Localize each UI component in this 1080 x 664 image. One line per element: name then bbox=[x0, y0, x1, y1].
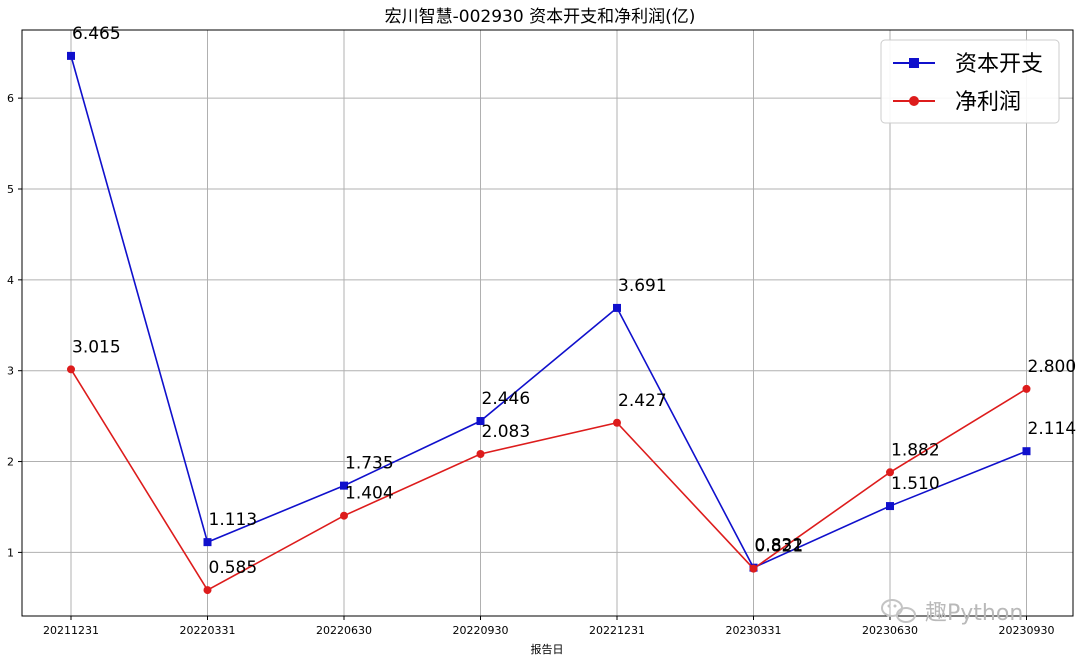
data-label-profit: 1.404 bbox=[345, 484, 394, 504]
data-label-capex: 1.510 bbox=[891, 474, 940, 494]
data-label-profit: 0.821 bbox=[755, 537, 804, 557]
data-label-capex: 6.465 bbox=[72, 24, 121, 44]
series-line-profit bbox=[70, 368, 1027, 592]
x-axis-label: 报告日 bbox=[531, 642, 564, 656]
point-profit bbox=[476, 450, 485, 459]
data-label-capex: 3.691 bbox=[618, 276, 667, 296]
x-tick-label: 20221231 bbox=[589, 624, 645, 637]
point-capex bbox=[340, 481, 348, 490]
point-profit bbox=[67, 365, 75, 374]
x-tick-label: 20230930 bbox=[999, 624, 1055, 637]
y-tick-label: 4 bbox=[7, 274, 14, 287]
point-capex bbox=[1022, 447, 1031, 456]
legend-label-capex: 资本开支 bbox=[955, 52, 1043, 77]
y-tick-label: 2 bbox=[7, 456, 14, 469]
series-layer bbox=[67, 51, 1031, 595]
data-label-capex: 1.735 bbox=[345, 454, 394, 474]
grid bbox=[22, 30, 1073, 616]
data-label-capex: 2.114 bbox=[1028, 419, 1077, 439]
chart-title: 宏川智慧-002930 资本开支和净利润(亿) bbox=[385, 7, 696, 27]
x-tick-label: 20220630 bbox=[316, 624, 372, 637]
series-line-capex bbox=[70, 55, 1027, 569]
data-label-capex: 0.832 bbox=[755, 536, 804, 556]
point-profit bbox=[749, 564, 758, 573]
data-label-profit: 0.585 bbox=[209, 558, 258, 578]
plot-frame bbox=[21, 29, 1074, 617]
x-tick-label: 20220331 bbox=[180, 624, 236, 637]
data-label-capex: 2.446 bbox=[482, 389, 531, 409]
point-profit bbox=[203, 586, 212, 595]
legend-box bbox=[880, 39, 1060, 124]
legend: 资本开支 净利润 bbox=[880, 39, 1060, 124]
point-capex bbox=[613, 303, 621, 312]
point-capex bbox=[886, 502, 894, 511]
y-tick-label: 3 bbox=[7, 365, 14, 378]
legend-marker-capex bbox=[909, 58, 919, 68]
point-capex bbox=[67, 51, 75, 60]
watermark: 趣Python bbox=[881, 599, 1023, 626]
data-label-profit: 2.800 bbox=[1028, 357, 1077, 377]
legend-marker-profit bbox=[909, 96, 919, 106]
point-profit bbox=[340, 511, 348, 520]
data-label-layer: 6.465 1.113 1.735 2.446 3.691 0.832 1.510 2.114… bbox=[72, 24, 1076, 578]
y-axis: 1 2 3 4 5 6 bbox=[7, 92, 22, 559]
point-profit bbox=[613, 418, 621, 427]
data-label-capex: 1.113 bbox=[209, 510, 258, 530]
y-tick-label: 5 bbox=[7, 183, 14, 196]
data-label-profit: 2.083 bbox=[482, 422, 531, 442]
data-label-profit: 3.015 bbox=[72, 337, 121, 357]
watermark-text: 趣Python bbox=[925, 601, 1023, 626]
x-tick-label: 20211231 bbox=[43, 624, 99, 637]
y-tick-label: 6 bbox=[7, 92, 14, 105]
legend-label-profit: 净利润 bbox=[955, 90, 1021, 115]
data-label-profit: 2.427 bbox=[618, 391, 667, 411]
x-tick-label: 20220930 bbox=[453, 624, 509, 637]
y-tick-label: 1 bbox=[7, 546, 14, 559]
data-label-profit: 1.882 bbox=[891, 440, 940, 460]
x-tick-label: 20230331 bbox=[726, 624, 782, 637]
point-profit bbox=[886, 468, 894, 477]
point-profit bbox=[1022, 384, 1031, 393]
point-capex bbox=[476, 417, 485, 426]
x-tick-label: 20230630 bbox=[862, 624, 918, 637]
point-capex bbox=[203, 538, 212, 547]
wechat-icon bbox=[881, 599, 916, 623]
x-axis: 20211231 20220331 20220630 20220930 20221231… bbox=[43, 616, 1055, 637]
